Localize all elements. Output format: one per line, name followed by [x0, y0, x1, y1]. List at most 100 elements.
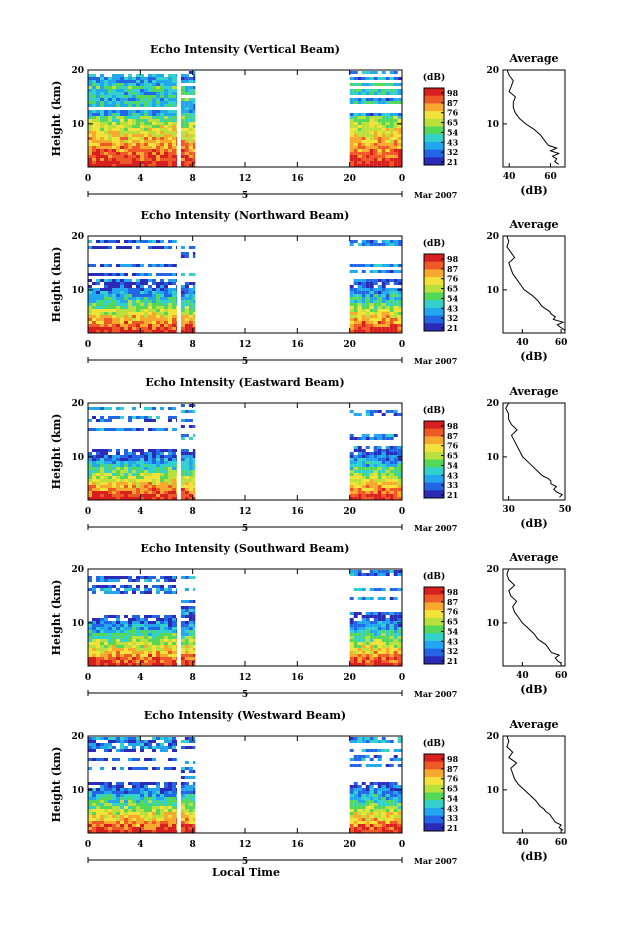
- heatmap-cell: [370, 146, 374, 149]
- heatmap-cell: [100, 125, 104, 128]
- heatmap-cell: [132, 767, 136, 770]
- heatmap-cell: [394, 270, 398, 273]
- y-axis-label: Height (km): [50, 247, 63, 323]
- heatmap-cell: [148, 654, 152, 657]
- heatmap-cell: [189, 80, 193, 83]
- heatmap-cell: [96, 812, 100, 815]
- heatmap-cell: [148, 824, 152, 827]
- heatmap-cell: [193, 794, 195, 797]
- heatmap-cell: [394, 149, 398, 152]
- heatmap-cell: [136, 155, 140, 158]
- heatmap-cell: [390, 410, 394, 413]
- heatmap-cell: [92, 815, 96, 818]
- heatmap-cell: [116, 821, 120, 824]
- heatmap-cell: [374, 642, 378, 645]
- heatmap-cell: [189, 482, 193, 485]
- heatmap-cell: [378, 615, 382, 618]
- heatmap-cell: [164, 482, 168, 485]
- heatmap-cell: [350, 737, 354, 740]
- heatmap-cell: [394, 797, 398, 800]
- heatmap-cell: [189, 479, 193, 482]
- heatmap-cell: [112, 758, 116, 761]
- heatmap-cell: [128, 576, 132, 579]
- heatmap-cell: [88, 630, 92, 633]
- heatmap-cell: [354, 71, 358, 74]
- heatmap-cell: [350, 570, 354, 573]
- heatmap-cell: [132, 318, 136, 321]
- heatmap-cell: [128, 246, 132, 249]
- heatmap-cell: [181, 782, 185, 785]
- heatmap-cell: [132, 291, 136, 294]
- heatmap-cell: [181, 134, 185, 137]
- heatmap-cell: [132, 737, 136, 740]
- heatmap-cell: [181, 791, 185, 794]
- heatmap-cell: [116, 137, 120, 140]
- heatmap-cell: [92, 821, 96, 824]
- heatmap-cell: [152, 104, 156, 107]
- heatmap-cell: [120, 800, 124, 803]
- heatmap-cell: [124, 143, 128, 146]
- heatmap-cell: [168, 452, 172, 455]
- heatmap-cell: [382, 494, 386, 497]
- heatmap-cell: [100, 98, 104, 101]
- heatmap-cell: [144, 452, 148, 455]
- heatmap-cell: [358, 264, 362, 267]
- heatmap-cell: [378, 297, 382, 300]
- heatmap-cell: [193, 86, 195, 89]
- heatmap-cell: [152, 812, 156, 815]
- heatmap-cell: [350, 324, 354, 327]
- heatmap-cell: [354, 297, 358, 300]
- heatmap-cell: [386, 476, 390, 479]
- heatmap-cell: [185, 113, 189, 116]
- heatmap-cell: [136, 146, 140, 149]
- heatmap-cell: [136, 645, 140, 648]
- heatmap-cell: [168, 128, 172, 131]
- heatmap-cell: [366, 137, 370, 140]
- heatmap-cell: [88, 327, 92, 330]
- heatmap-cell: [148, 464, 152, 467]
- heatmap-cell: [120, 116, 124, 119]
- heatmap-cell: [386, 128, 390, 131]
- heatmap-cell: [152, 494, 156, 497]
- heatmap-cell: [350, 92, 354, 95]
- heatmap-cell: [390, 815, 394, 818]
- heatmap-cell: [382, 300, 386, 303]
- heatmap-cell: [362, 128, 366, 131]
- heatmap-cell: [148, 416, 152, 419]
- heatmap-cell: [96, 476, 100, 479]
- heatmap-cell: [181, 455, 185, 458]
- heatmap-cell: [116, 240, 120, 243]
- heatmap-cell: [112, 464, 116, 467]
- heatmap-cell: [354, 639, 358, 642]
- heatmap-cell: [189, 812, 193, 815]
- heatmap-cell: [88, 737, 92, 740]
- heatmap-cell: [96, 746, 100, 749]
- heatmap-cell: [185, 651, 189, 654]
- heatmap-cell: [176, 491, 177, 494]
- heatmap-cell: [394, 633, 398, 636]
- heatmap-cell: [390, 303, 394, 306]
- profile-x-label: (dB): [520, 350, 547, 363]
- heatmap-cell: [374, 309, 378, 312]
- heatmap-cell: [366, 660, 370, 663]
- heatmap-cell: [370, 740, 374, 743]
- heatmap-cell: [132, 485, 136, 488]
- heatmap-cell: [160, 812, 164, 815]
- heatmap-cell: [386, 651, 390, 654]
- heatmap-cell: [108, 134, 112, 137]
- heatmap-cell: [176, 494, 177, 497]
- heatmap-cell: [386, 818, 390, 821]
- heatmap-cell: [172, 642, 176, 645]
- heatmap-cell: [189, 785, 193, 788]
- heatmap-cell: [124, 815, 128, 818]
- heatmap-cell: [350, 657, 354, 660]
- heatmap-cell: [160, 161, 164, 164]
- heatmap-cell: [88, 660, 92, 663]
- heatmap-cell: [132, 660, 136, 663]
- heatmap-cell: [156, 125, 160, 128]
- heatmap-cell: [193, 785, 195, 788]
- heatmap-cell: [358, 312, 362, 315]
- heatmap-cell: [132, 815, 136, 818]
- heatmap-cell: [136, 615, 140, 618]
- heatmap-cell: [350, 300, 354, 303]
